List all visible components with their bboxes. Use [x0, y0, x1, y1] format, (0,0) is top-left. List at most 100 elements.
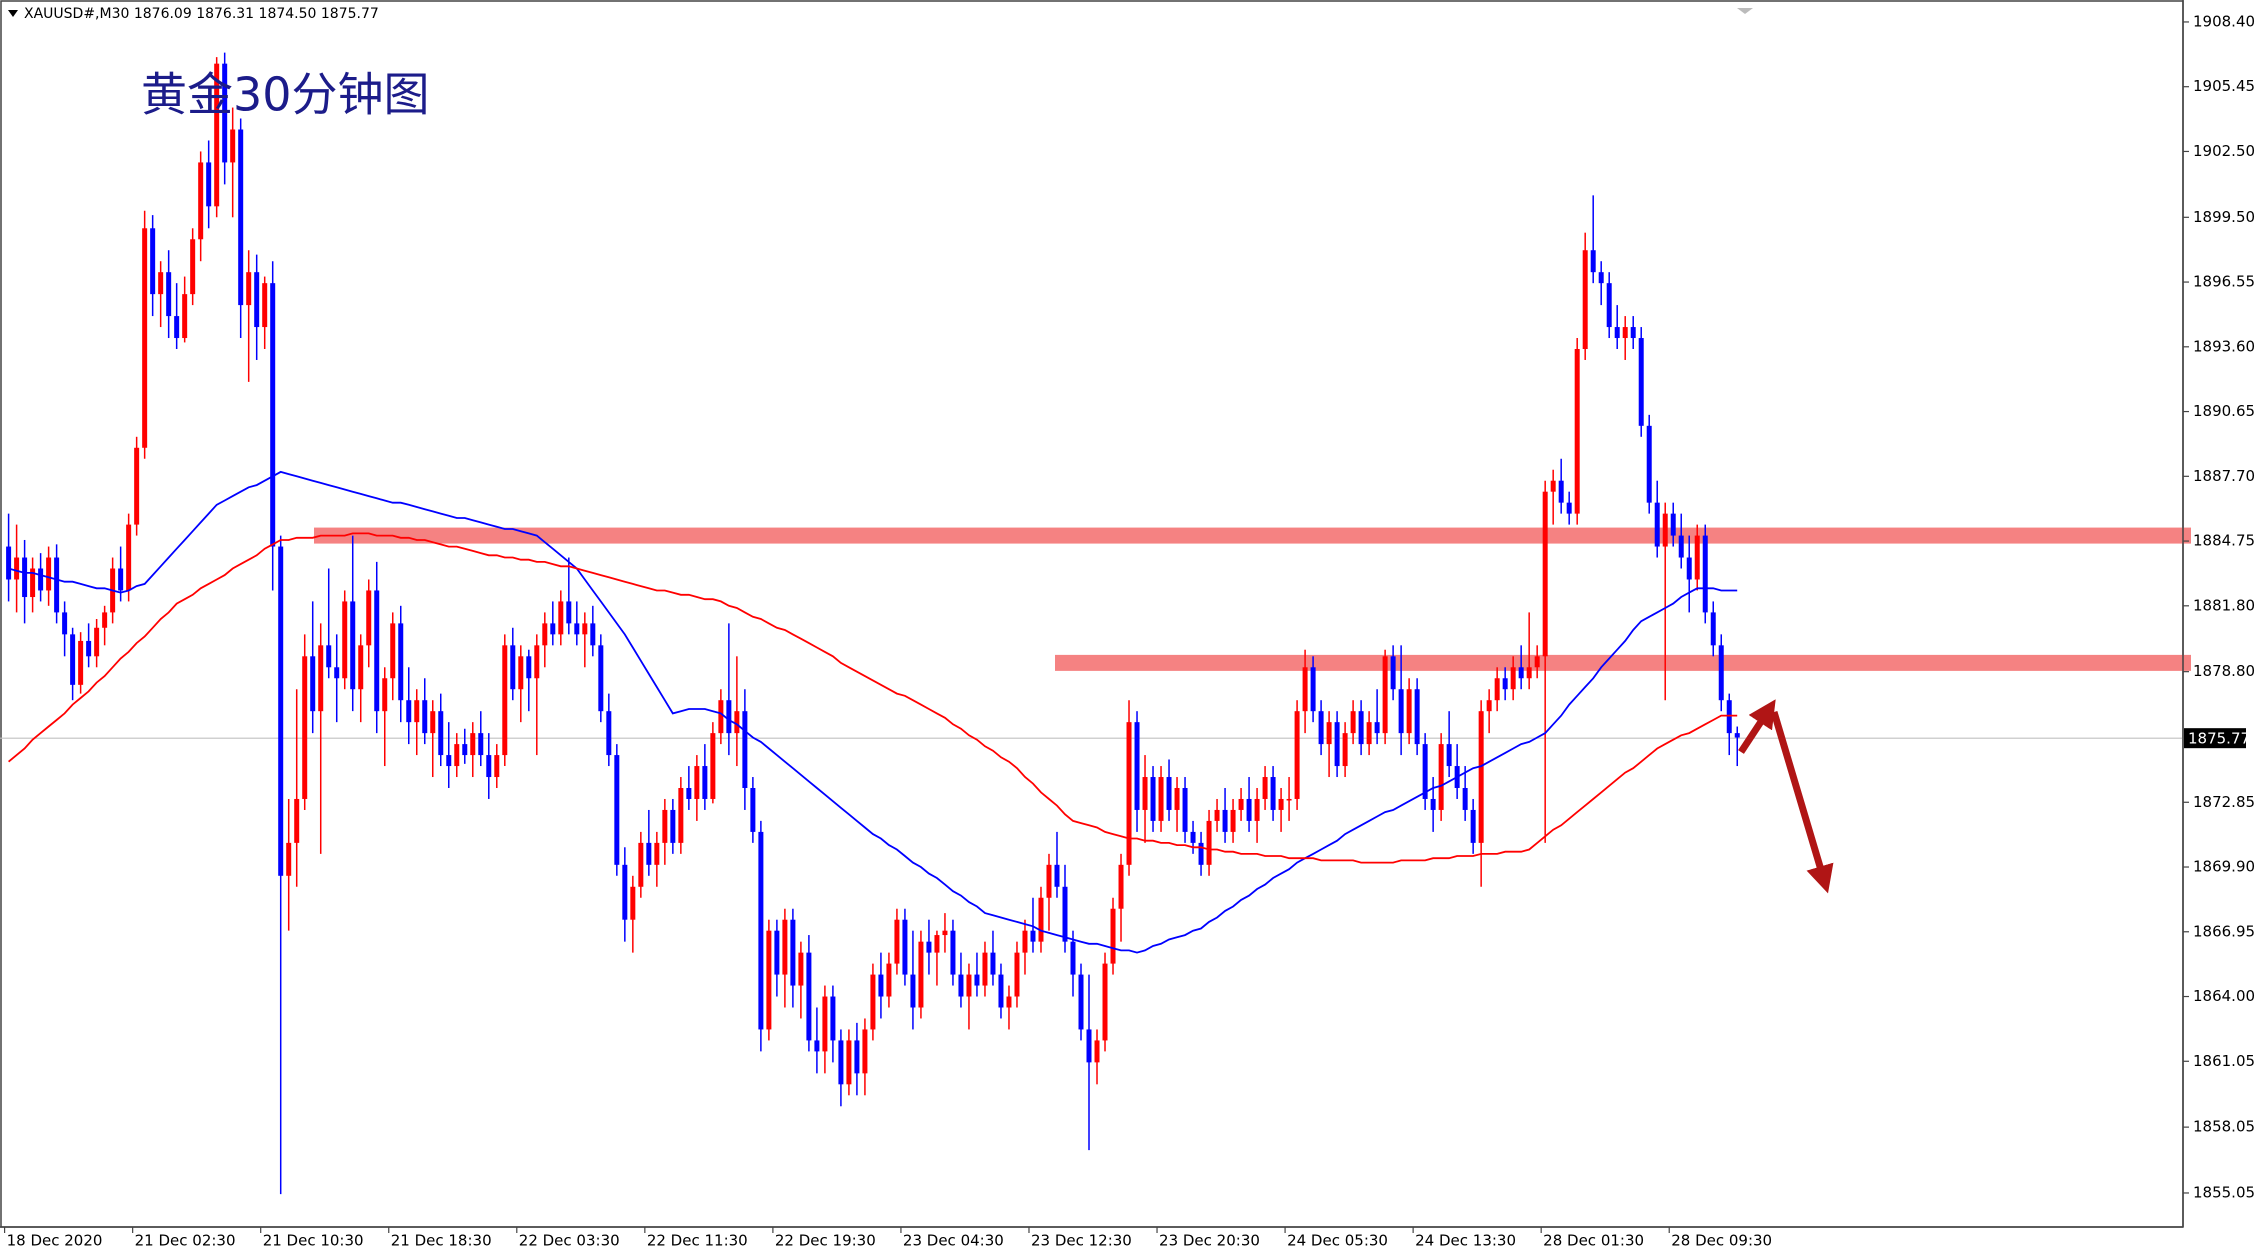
y-tick-label: 1864.00 [2193, 987, 2255, 1005]
candle-body [254, 272, 260, 328]
candle-body [1166, 777, 1172, 810]
candle-body [1110, 908, 1116, 964]
candle-body [214, 63, 220, 207]
candle-body [174, 316, 180, 339]
candle-body [1670, 513, 1676, 536]
candle-body [918, 941, 924, 1008]
candle-body [158, 272, 164, 295]
x-tick-label: 23 Dec 20:30 [1159, 1232, 1260, 1250]
candle-body [606, 711, 612, 756]
candle-body [534, 645, 540, 679]
candle-body [1006, 996, 1012, 1008]
candle-body [126, 524, 132, 591]
candle-body [766, 930, 772, 1030]
candle-body [686, 788, 692, 799]
x-tick-label: 24 Dec 13:30 [1415, 1232, 1516, 1250]
y-tick-label: 1896.55 [2193, 273, 2255, 291]
candle-body [510, 645, 516, 690]
candle-body [1542, 491, 1548, 657]
candle-body [38, 568, 44, 591]
candle-body [78, 640, 84, 685]
y-tick-label: 1908.40 [2193, 12, 2255, 30]
candle-body [1358, 711, 1364, 745]
candle-body [382, 678, 388, 712]
candle-body [574, 623, 580, 635]
candle-body [294, 798, 300, 843]
candle-body [1206, 820, 1212, 865]
candle-body [902, 919, 908, 975]
candle-body [678, 788, 684, 843]
moving-average [8, 532, 1738, 864]
candle-body [1094, 1040, 1100, 1063]
candle-body [542, 623, 548, 646]
candle-body [790, 919, 796, 986]
candle-body [1238, 798, 1244, 810]
candle-body [502, 645, 508, 756]
candle-body [478, 733, 484, 756]
x-tick-label: 22 Dec 19:30 [775, 1232, 876, 1250]
candle-body [638, 842, 644, 887]
candle-body [958, 974, 964, 997]
candle-body [334, 667, 340, 679]
candle-body [230, 129, 236, 163]
candle-body [950, 930, 956, 975]
candle-body [886, 963, 892, 997]
candle-body [462, 744, 468, 756]
candle-body [1350, 711, 1356, 734]
candle-body [518, 656, 524, 690]
candle-body [486, 755, 492, 778]
candle-body [1102, 963, 1108, 1041]
candle-body [1382, 656, 1388, 734]
candle-body [1326, 722, 1332, 745]
candle-body [1046, 864, 1052, 898]
candle-body [494, 755, 500, 778]
candle-body [1246, 798, 1252, 821]
candle-body [1286, 798, 1292, 801]
candle-body [1718, 645, 1724, 701]
candle-body [374, 590, 380, 712]
candle-body [870, 974, 876, 1030]
candle-body [1494, 678, 1500, 701]
candle-body [94, 627, 100, 657]
candle-body [806, 952, 812, 1041]
candle-body [142, 228, 148, 448]
candle-body [846, 1040, 852, 1085]
candle-body [1534, 656, 1540, 668]
candle-body [1662, 513, 1668, 547]
candle-body [6, 546, 12, 580]
candle-body [982, 952, 988, 986]
candle-body [1470, 809, 1476, 843]
candle-body [190, 239, 196, 295]
candle-body [1334, 722, 1340, 767]
candle-body [406, 700, 412, 723]
candle-body [1222, 809, 1228, 832]
y-tick-label: 1884.75 [2193, 532, 2255, 550]
y-tick-label: 1905.45 [2193, 77, 2255, 95]
scroll-marker [1737, 8, 1753, 14]
header-icon [8, 10, 18, 17]
candle-body [694, 766, 700, 799]
candle-body [662, 809, 668, 843]
candle-body [454, 744, 460, 767]
candle-body [1174, 788, 1180, 810]
candle-body [1678, 535, 1684, 558]
candle-body [1270, 777, 1276, 810]
candle-body [774, 930, 780, 975]
candle-body [798, 952, 804, 986]
candle-body [750, 788, 756, 832]
candle-body [398, 623, 404, 701]
y-tick-label: 1890.65 [2193, 402, 2255, 420]
x-tick-label: 28 Dec 01:30 [1543, 1232, 1644, 1250]
candle-body [358, 645, 364, 690]
y-tick-label: 1881.80 [2193, 596, 2255, 614]
candle-body [550, 623, 556, 635]
candle-body [278, 546, 284, 876]
candle-body [1142, 777, 1148, 810]
x-tick-label: 24 Dec 05:30 [1287, 1232, 1388, 1250]
candle-body [270, 283, 276, 547]
candle-body [782, 919, 788, 975]
candle-body [854, 1040, 860, 1074]
candle-body [166, 272, 172, 317]
candle-body [1054, 864, 1060, 887]
candle-body [878, 974, 884, 997]
